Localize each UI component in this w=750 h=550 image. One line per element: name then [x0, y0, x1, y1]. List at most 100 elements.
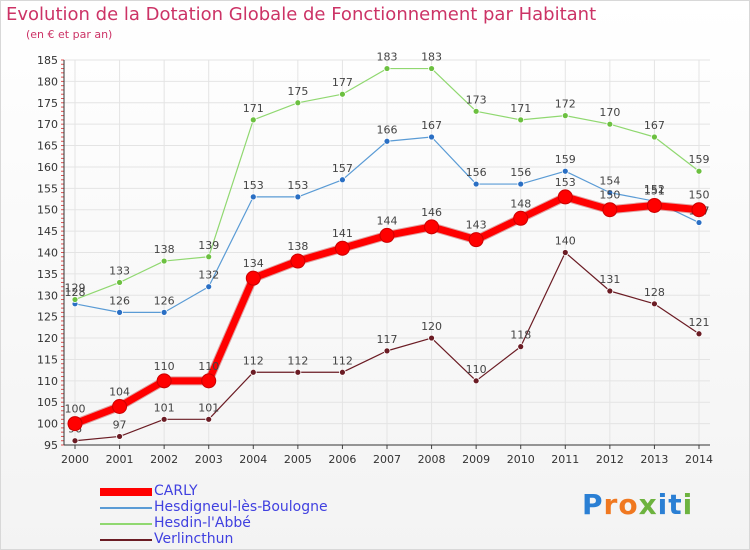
- data-label-hesdigneul-l-s-boulogne: 132: [198, 269, 219, 282]
- y-tick-label: 110: [37, 375, 58, 388]
- data-label-verlincthun: 117: [377, 333, 398, 346]
- data-point-carly: [513, 210, 529, 226]
- data-point-verlincthun: [695, 330, 703, 338]
- data-label-carly: 104: [109, 386, 130, 399]
- data-point-hesdigneul-l-s-boulogne: [249, 193, 257, 201]
- data-label-carly: 146: [421, 206, 442, 219]
- logo-letter: r: [603, 488, 619, 521]
- data-label-hesdin-l-abb-: 133: [109, 264, 130, 277]
- data-label-carly: 144: [377, 214, 398, 227]
- data-label-hesdin-l-abb-: 170: [599, 106, 620, 119]
- legend-swatch: [100, 539, 152, 541]
- data-label-verlincthun: 112: [243, 354, 264, 367]
- y-tick-label: 165: [37, 140, 58, 153]
- data-label-verlincthun: 128: [644, 286, 665, 299]
- data-point-verlincthun: [383, 347, 391, 355]
- x-tick-label: 2012: [596, 453, 624, 466]
- x-tick-label: 2004: [239, 453, 267, 466]
- legend-swatch: [100, 507, 152, 509]
- data-label-carly: 138: [287, 240, 308, 253]
- data-point-hesdin-l-abb-: [695, 167, 703, 175]
- data-label-hesdigneul-l-s-boulogne: 159: [555, 153, 576, 166]
- data-label-hesdin-l-abb-: 173: [466, 93, 487, 106]
- data-label-hesdigneul-l-s-boulogne: 152: [644, 183, 665, 196]
- data-label-hesdigneul-l-s-boulogne: 153: [287, 179, 308, 192]
- x-tick-label: 2014: [685, 453, 713, 466]
- y-tick-label: 160: [37, 161, 58, 174]
- data-point-hesdigneul-l-s-boulogne: [472, 180, 480, 188]
- data-point-hesdin-l-abb-: [651, 133, 658, 141]
- data-point-carly: [379, 227, 395, 243]
- data-label-hesdigneul-l-s-boulogne: 126: [154, 294, 175, 307]
- y-tick-label: 120: [37, 332, 58, 345]
- data-label-carly: 150: [689, 189, 710, 202]
- chart-title: Evolution de la Dotation Globale de Fonc…: [6, 4, 597, 25]
- data-point-verlincthun: [517, 343, 525, 351]
- y-tick-label: 125: [37, 311, 58, 324]
- data-label-verlincthun: 110: [466, 363, 487, 376]
- data-label-carly: 148: [510, 197, 531, 210]
- data-label-verlincthun: 131: [599, 273, 620, 286]
- data-point-hesdin-l-abb-: [339, 90, 346, 98]
- data-point-carly: [67, 416, 83, 432]
- data-point-hesdin-l-abb-: [249, 116, 257, 124]
- data-point-hesdin-l-abb-: [428, 65, 435, 72]
- data-label-hesdin-l-abb-: 177: [332, 76, 353, 89]
- x-tick-label: 2003: [195, 453, 223, 466]
- x-tick-label: 2009: [462, 453, 490, 466]
- data-point-verlincthun: [71, 437, 79, 445]
- data-point-hesdin-l-abb-: [116, 279, 123, 286]
- data-label-carly: 151: [644, 184, 665, 197]
- data-point-carly: [468, 232, 484, 248]
- data-point-carly: [557, 189, 573, 205]
- y-tick-label: 105: [37, 396, 58, 409]
- proxiti-logo: Proxiti: [582, 488, 693, 521]
- x-tick-label: 2010: [507, 453, 535, 466]
- data-point-hesdin-l-abb-: [561, 112, 569, 120]
- data-point-hesdin-l-abb-: [606, 120, 614, 128]
- data-label-hesdin-l-abb-: 171: [243, 102, 264, 115]
- data-point-hesdigneul-l-s-boulogne: [205, 283, 213, 291]
- data-point-verlincthun: [472, 377, 480, 385]
- data-label-verlincthun: 101: [198, 401, 219, 414]
- data-point-carly: [201, 373, 217, 389]
- data-point-hesdigneul-l-s-boulogne: [606, 189, 614, 197]
- data-point-verlincthun: [205, 415, 213, 423]
- data-label-hesdigneul-l-s-boulogne: 154: [599, 175, 620, 188]
- y-tick-label: 150: [37, 204, 58, 217]
- data-label-verlincthun: 120: [421, 320, 442, 333]
- x-tick-label: 2008: [418, 453, 446, 466]
- y-tick-label: 115: [37, 353, 58, 366]
- data-point-verlincthun: [339, 368, 346, 376]
- data-label-hesdigneul-l-s-boulogne: 157: [332, 162, 353, 175]
- x-tick-label: 2001: [106, 453, 134, 466]
- legend-label: Verlincthun: [154, 531, 234, 547]
- data-label-hesdigneul-l-s-boulogne: 153: [243, 179, 264, 192]
- x-tick-label: 2006: [328, 453, 356, 466]
- y-tick-label: 170: [37, 118, 58, 131]
- logo-letter: i: [657, 488, 669, 521]
- data-label-verlincthun: 97: [113, 418, 127, 431]
- data-point-verlincthun: [249, 368, 257, 376]
- data-label-hesdigneul-l-s-boulogne: 166: [377, 123, 398, 136]
- data-label-hesdin-l-abb-: 172: [555, 98, 576, 111]
- data-label-carly: 110: [198, 360, 219, 373]
- data-label-hesdin-l-abb-: 159: [689, 153, 710, 166]
- data-point-carly: [602, 202, 618, 218]
- data-point-verlincthun: [428, 334, 435, 342]
- data-label-hesdigneul-l-s-boulogne: 167: [421, 119, 442, 132]
- y-tick-label: 145: [37, 225, 58, 238]
- data-point-verlincthun: [561, 249, 569, 256]
- data-point-verlincthun: [160, 415, 168, 423]
- data-label-verlincthun: 121: [689, 316, 710, 329]
- data-point-hesdin-l-abb-: [294, 99, 302, 107]
- legend-label: Hesdigneul-lès-Boulogne: [154, 499, 328, 515]
- data-point-hesdigneul-l-s-boulogne: [428, 133, 435, 141]
- data-label-carly: 134: [243, 257, 264, 270]
- chart-subtitle: (en € et par an): [26, 28, 113, 41]
- data-label-hesdin-l-abb-: 171: [510, 102, 531, 115]
- y-tick-label: 130: [37, 289, 58, 302]
- data-label-hesdigneul-l-s-boulogne: 128: [65, 286, 86, 299]
- data-point-carly: [290, 253, 306, 269]
